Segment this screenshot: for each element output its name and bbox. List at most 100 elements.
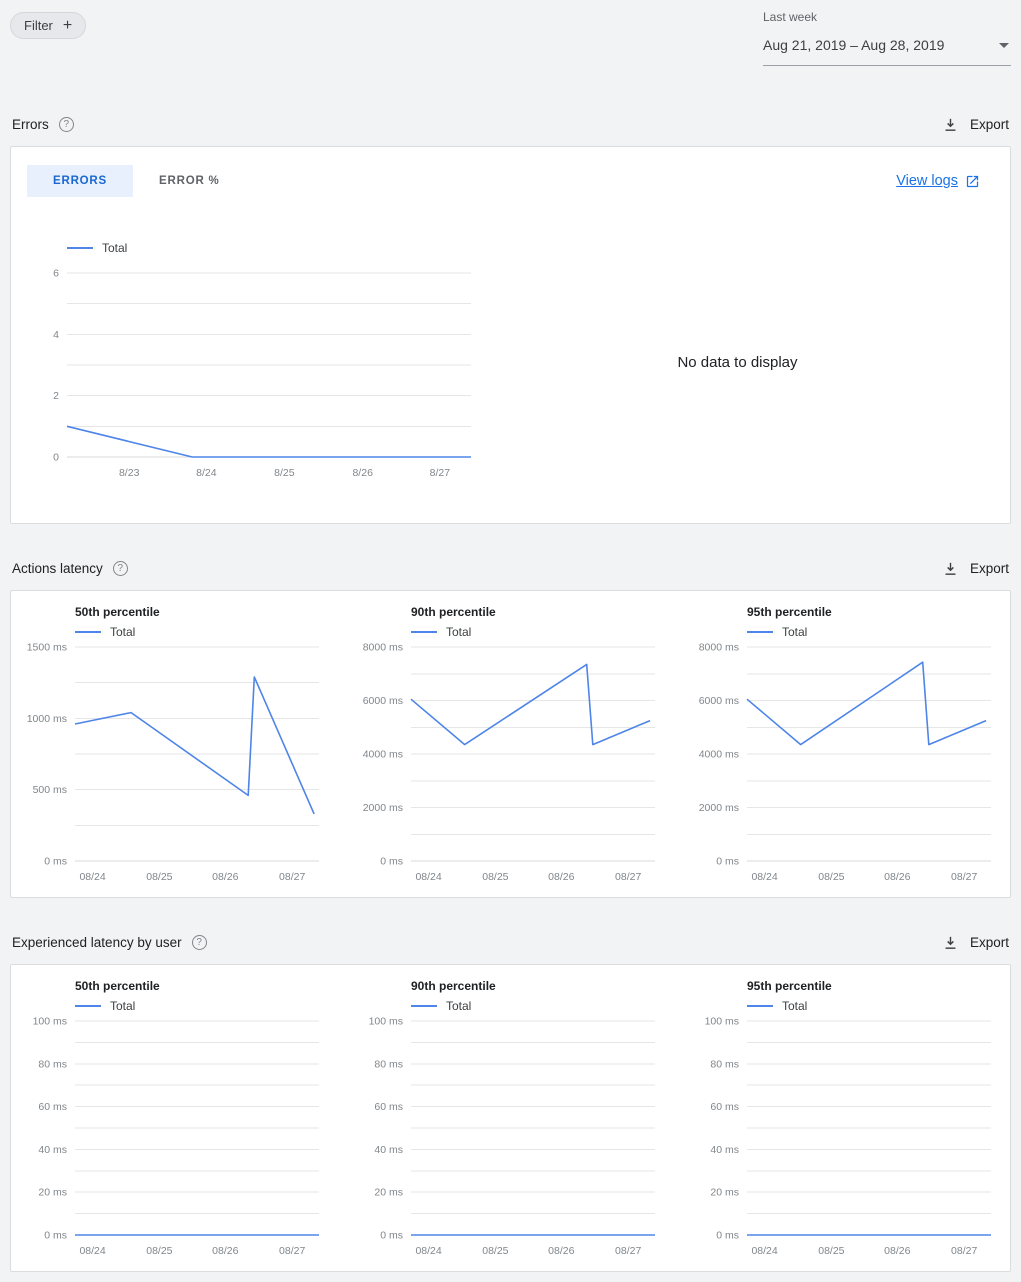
export-label: Export [969, 117, 1009, 132]
svg-text:8/27: 8/27 [430, 467, 451, 479]
svg-text:08/27: 08/27 [615, 1245, 641, 1257]
chart-legend: Total [747, 625, 1003, 639]
experienced-latency-section-header: Experienced latency by user ? Export [12, 934, 1009, 951]
download-icon [945, 562, 956, 575]
errors-export-button[interactable]: Export [942, 116, 1009, 133]
svg-text:80 ms: 80 ms [710, 1058, 739, 1070]
svg-text:8/25: 8/25 [274, 467, 295, 479]
actions-latency-card: 50th percentile Total 0 ms 500 ms 1000 ms 1… [10, 590, 1011, 898]
svg-text:1500 ms: 1500 ms [27, 642, 67, 654]
legend-label: Total [782, 999, 808, 1013]
legend-label: Total [446, 625, 472, 639]
legend-line-swatch [747, 631, 773, 633]
chart-title: 90th percentile [411, 979, 496, 993]
svg-text:60 ms: 60 ms [710, 1101, 739, 1113]
svg-text:8000 ms: 8000 ms [699, 642, 739, 654]
legend-label: Total [110, 999, 136, 1013]
view-logs-label: View logs [896, 173, 958, 189]
svg-text:60 ms: 60 ms [38, 1101, 67, 1113]
actions-50th-chart: 0 ms 500 ms 1000 ms 1500 ms 08/24 08/25 08/26 0… [25, 639, 331, 887]
svg-text:08/27: 08/27 [615, 871, 641, 883]
tab-errors[interactable]: ERRORS [27, 165, 134, 197]
no-data-message: No data to display [677, 353, 798, 371]
export-label: Export [969, 935, 1009, 950]
svg-text:08/25: 08/25 [482, 871, 508, 883]
errors-legend: Total [67, 241, 481, 255]
svg-text:08/25: 08/25 [818, 1245, 844, 1257]
legend-line-swatch [411, 631, 437, 633]
actions-90th-chart: 0 ms 2000 ms 4000 ms 6000 ms 8000 ms 08/24 08/… [361, 639, 667, 887]
legend-label: Total [102, 241, 128, 255]
svg-text:6: 6 [53, 268, 59, 280]
actions-90th-block: 90th percentile Total 0 ms 2000 ms 4000 ms… [361, 605, 667, 887]
svg-text:08/24: 08/24 [751, 1245, 777, 1257]
svg-text:08/26: 08/26 [884, 1245, 910, 1257]
svg-text:20 ms: 20 ms [38, 1187, 67, 1199]
legend-line-swatch [747, 1005, 773, 1007]
user-95th-chart: 0 ms 20 ms 40 ms 60 ms 80 ms 100 ms 08/24 08/25… [697, 1013, 1003, 1261]
legend-line-swatch [75, 1005, 101, 1007]
svg-text:08/26: 08/26 [884, 871, 910, 883]
add-filter-icon: + [62, 16, 73, 34]
actions-50th-block: 50th percentile Total 0 ms 500 ms 1000 ms 1… [25, 605, 331, 887]
svg-text:08/24: 08/24 [79, 1245, 105, 1257]
export-label: Export [969, 561, 1009, 576]
svg-text:80 ms: 80 ms [38, 1058, 67, 1070]
view-logs-link[interactable]: View logs [896, 173, 980, 189]
experienced-latency-help-icon[interactable]: ? [191, 935, 207, 950]
svg-text:2000 ms: 2000 ms [699, 802, 739, 814]
svg-text:4000 ms: 4000 ms [699, 749, 739, 761]
actions-95th-block: 95th percentile Total 0 ms 2000 ms 4000 ms… [697, 605, 1003, 887]
errors-tabs: ERRORS ERROR % [27, 165, 246, 197]
svg-text:1000 ms: 1000 ms [27, 713, 67, 725]
errors-help-icon[interactable]: ? [58, 117, 74, 132]
svg-text:08/25: 08/25 [146, 871, 172, 883]
svg-text:8000 ms: 8000 ms [363, 642, 403, 654]
experienced-latency-title: Experienced latency by user [12, 935, 182, 950]
tab-error-percent[interactable]: ERROR % [159, 175, 220, 187]
svg-text:4000 ms: 4000 ms [363, 749, 403, 761]
svg-text:8/26: 8/26 [352, 467, 373, 479]
legend-label: Total [446, 999, 472, 1013]
errors-card: ERRORS ERROR % View logs Total 0 2 4 6 8/23 8… [10, 146, 1011, 524]
user-90th-block: 90th percentile Total 0 ms 20 ms 40 ms 60 m… [361, 979, 667, 1261]
user-50th-chart: 0 ms 20 ms 40 ms 60 ms 80 ms 100 ms 08/24 08/25… [25, 1013, 331, 1261]
svg-text:6000 ms: 6000 ms [363, 695, 403, 707]
svg-text:08/26: 08/26 [548, 871, 574, 883]
chart-title: 95th percentile [747, 605, 832, 619]
svg-text:0 ms: 0 ms [44, 1230, 67, 1242]
chart-title: 95th percentile [747, 979, 832, 993]
chart-legend: Total [75, 625, 331, 639]
actions-latency-help-icon[interactable]: ? [112, 561, 128, 576]
svg-text:0 ms: 0 ms [380, 856, 403, 868]
svg-text:6000 ms: 6000 ms [699, 695, 739, 707]
chart-legend: Total [411, 999, 667, 1013]
filter-button[interactable]: Filter + [10, 12, 87, 39]
svg-text:08/27: 08/27 [951, 871, 977, 883]
actions-latency-export-button[interactable]: Export [942, 560, 1009, 577]
user-90th-chart: 0 ms 20 ms 40 ms 60 ms 80 ms 100 ms 08/24 08/25… [361, 1013, 667, 1261]
svg-text:60 ms: 60 ms [374, 1101, 403, 1113]
svg-text:08/24: 08/24 [415, 871, 441, 883]
user-95th-block: 95th percentile Total 0 ms 20 ms 40 ms 60 m… [697, 979, 1003, 1261]
svg-text:0 ms: 0 ms [716, 1230, 739, 1242]
chart-legend: Total [411, 625, 667, 639]
experienced-latency-export-button[interactable]: Export [942, 934, 1009, 951]
experienced-latency-card: 50th percentile Total 0 ms 20 ms 40 ms 60 m… [10, 964, 1011, 1272]
svg-text:80 ms: 80 ms [374, 1058, 403, 1070]
svg-text:08/24: 08/24 [751, 871, 777, 883]
svg-text:08/26: 08/26 [212, 871, 238, 883]
chart-title: 50th percentile [75, 979, 160, 993]
svg-text:40 ms: 40 ms [38, 1144, 67, 1156]
date-range-picker: Last week Aug 21, 2019 – Aug 28, 2019 [763, 10, 1011, 66]
svg-text:100 ms: 100 ms [369, 1016, 403, 1028]
errors-section-title: Errors [12, 117, 49, 132]
download-icon [945, 118, 956, 131]
date-range-select[interactable]: Aug 21, 2019 – Aug 28, 2019 [763, 37, 1011, 66]
svg-text:08/27: 08/27 [279, 1245, 305, 1257]
svg-text:40 ms: 40 ms [710, 1144, 739, 1156]
errors-line-chart: 0 2 4 6 8/23 8/24 8/25 8/26 8/27 [37, 265, 481, 483]
chart-title: 50th percentile [75, 605, 160, 619]
user-50th-block: 50th percentile Total 0 ms 20 ms 40 ms 60 m… [25, 979, 331, 1261]
